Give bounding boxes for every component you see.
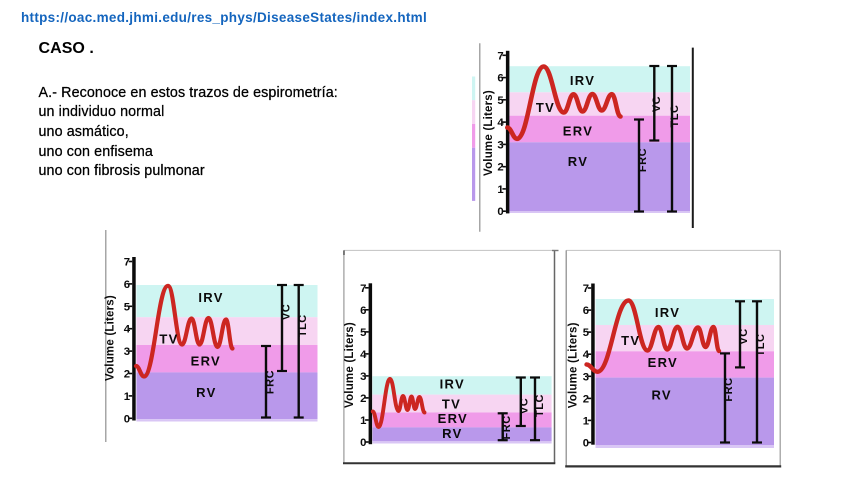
svg-text:ERV: ERV [648, 355, 678, 370]
svg-text:RV: RV [568, 154, 588, 169]
svg-text:5: 5 [583, 327, 589, 339]
svg-text:TLC: TLC [669, 105, 681, 128]
svg-text:FRC: FRC [265, 370, 277, 394]
svg-text:0: 0 [497, 206, 503, 218]
svg-text:7: 7 [583, 283, 589, 295]
svg-text:IRV: IRV [198, 290, 223, 305]
svg-text:6: 6 [583, 305, 589, 317]
svg-text:4: 4 [360, 349, 367, 361]
svg-text:RV: RV [651, 387, 671, 402]
svg-text:4: 4 [124, 324, 131, 336]
svg-text:FRC: FRC [501, 415, 513, 439]
svg-text:2: 2 [124, 369, 130, 381]
svg-text:4: 4 [497, 117, 504, 129]
svg-text:RV: RV [196, 385, 216, 400]
svg-text:7: 7 [497, 50, 503, 62]
svg-text:0: 0 [124, 413, 130, 425]
svg-text:VC: VC [738, 328, 750, 344]
svg-text:Volume (Liters): Volume (Liters) [483, 90, 495, 176]
svg-text:2: 2 [497, 162, 503, 174]
svg-text:2: 2 [583, 393, 589, 405]
svg-text:1: 1 [360, 415, 366, 427]
svg-text:TV: TV [442, 397, 461, 412]
svg-text:3: 3 [583, 371, 589, 383]
svg-text:TLC: TLC [755, 334, 767, 357]
svg-text:3: 3 [360, 371, 366, 383]
svg-text:VC: VC [280, 304, 292, 320]
svg-text:2: 2 [360, 393, 366, 405]
svg-text:7: 7 [124, 257, 130, 269]
svg-text:ERV: ERV [438, 411, 468, 426]
svg-text:TV: TV [621, 333, 640, 348]
svg-text:ERV: ERV [563, 124, 593, 139]
svg-text:3: 3 [497, 139, 503, 151]
svg-text:3: 3 [124, 346, 130, 358]
svg-text:5: 5 [497, 95, 503, 107]
svg-text:ERV: ERV [191, 354, 221, 369]
svg-text:TLC: TLC [297, 314, 309, 337]
svg-text:RV: RV [442, 426, 462, 441]
svg-text:TLC: TLC [534, 394, 546, 417]
svg-text:VC: VC [651, 96, 663, 112]
svg-text:4: 4 [583, 349, 590, 361]
svg-text:IRV: IRV [570, 73, 595, 88]
svg-text:Volume (Liters): Volume (Liters) [105, 295, 117, 381]
svg-text:VC: VC [519, 398, 531, 414]
svg-text:FRC: FRC [723, 377, 735, 401]
svg-text:Volume (Liters): Volume (Liters) [344, 322, 356, 408]
svg-text:0: 0 [360, 437, 366, 449]
svg-text:FRC: FRC [637, 148, 649, 172]
svg-text:6: 6 [360, 305, 366, 317]
svg-text:IRV: IRV [655, 305, 680, 320]
svg-text:5: 5 [124, 301, 130, 313]
svg-text:6: 6 [497, 73, 503, 85]
svg-text:5: 5 [360, 327, 366, 339]
svg-text:TV: TV [159, 332, 178, 347]
svg-text:7: 7 [360, 283, 366, 295]
svg-text:IRV: IRV [440, 376, 465, 391]
svg-text:1: 1 [124, 391, 130, 403]
svg-text:TV: TV [536, 100, 555, 115]
svg-text:0: 0 [583, 438, 589, 450]
svg-text:1: 1 [497, 184, 503, 196]
svg-text:6: 6 [124, 279, 130, 291]
svg-text:Volume (Liters): Volume (Liters) [567, 322, 579, 408]
svg-text:1: 1 [583, 415, 589, 427]
